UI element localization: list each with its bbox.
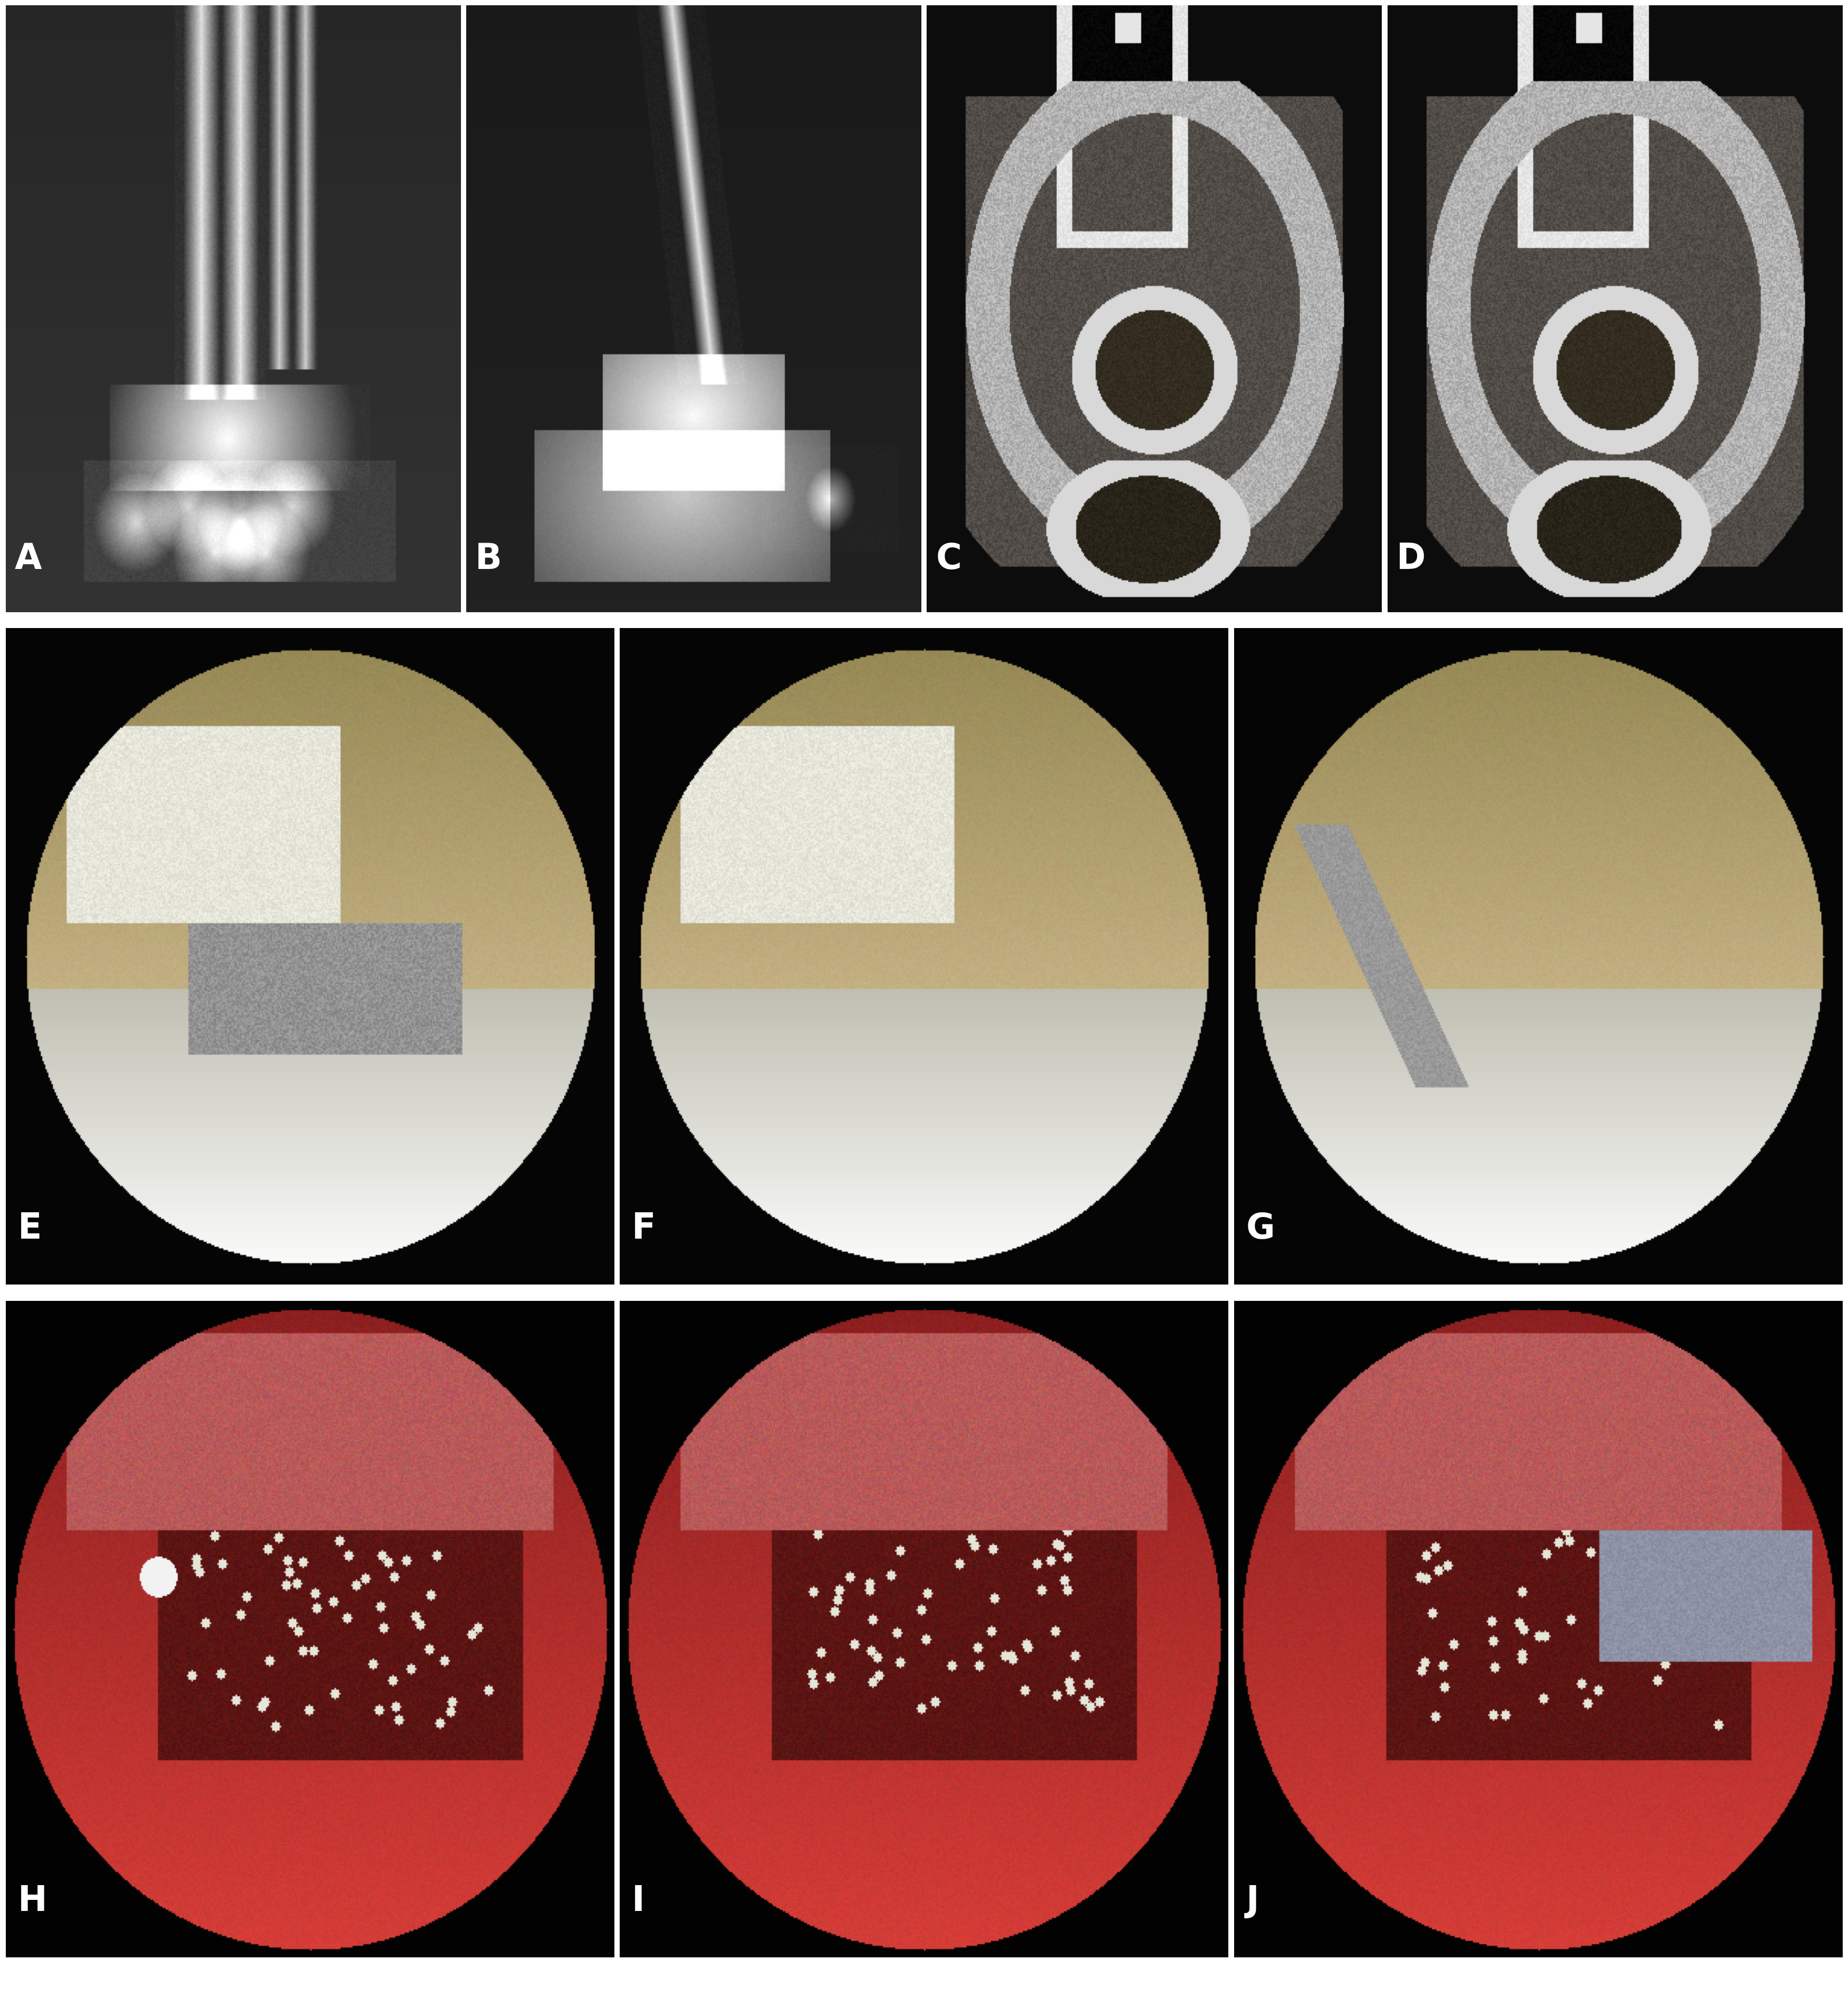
Text: I: I [632,1884,645,1917]
Text: A: A [15,541,43,577]
Text: D: D [1397,541,1425,577]
Text: J: J [1246,1884,1258,1917]
Text: F: F [632,1211,656,1245]
Text: H: H [18,1884,46,1917]
Text: E: E [18,1211,43,1245]
Text: B: B [475,541,503,577]
Text: C: C [935,541,961,577]
Text: G: G [1246,1211,1275,1245]
